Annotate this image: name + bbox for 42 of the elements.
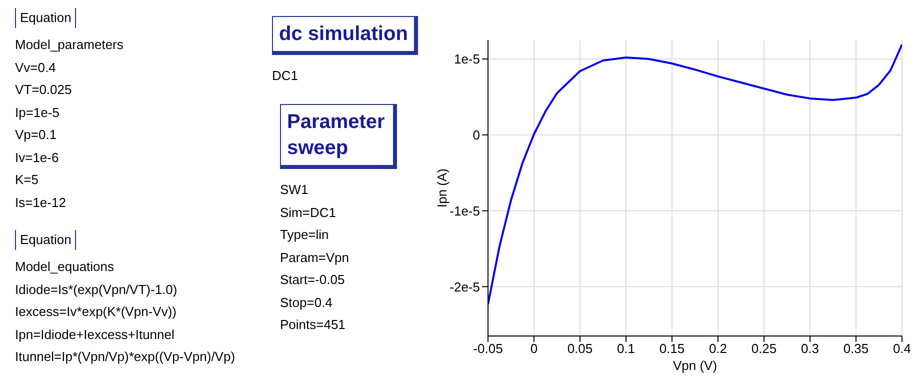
text: Model_parameters — [15, 36, 124, 54]
text: DC1 — [272, 67, 300, 85]
x-tick-label: 0.35 — [843, 341, 869, 356]
text: Iexcess=Iv*exp(K*(Vpn-Vv)) — [15, 303, 178, 321]
x-tick-label: 0.15 — [659, 341, 685, 356]
y-tick-label: 1e-5 — [454, 52, 480, 67]
text: Sim=DC1 — [280, 204, 337, 222]
y-tick-label: -2e-5 — [450, 279, 480, 294]
text: Points=451 — [280, 316, 346, 334]
text: Stop=0.4 — [280, 294, 334, 312]
text: Start=-0.05 — [280, 271, 346, 289]
text: VT=0.025 — [15, 81, 73, 99]
text: Parameter sweep — [280, 104, 397, 169]
text: K=5 — [15, 171, 40, 189]
x-axis-title: Vpn (V) — [672, 358, 718, 373]
text: Model_equations — [15, 258, 116, 276]
text: Ip=1e-5 — [15, 104, 60, 122]
x-tick-label: 0.3 — [800, 341, 820, 356]
y-axis-title: Ipn (A) — [434, 168, 450, 208]
y-tick-label: -1e-5 — [450, 203, 480, 218]
text: Equation — [15, 230, 76, 250]
line-series — [488, 44, 902, 306]
text: Idiode=Is*(exp(Vpn/VT)-1.0) — [15, 280, 178, 299]
text: SW1 — [280, 181, 310, 199]
text: Param=Vpn — [280, 248, 350, 267]
x-tick-label: 0 — [530, 341, 538, 356]
x-tick-label: 0.4 — [892, 341, 912, 356]
x-tick-label: -0.05 — [473, 341, 503, 356]
x-tick-label: 0.1 — [616, 341, 636, 356]
text: Is=1e-12 — [15, 194, 67, 212]
x-tick-label: 0.25 — [751, 341, 777, 356]
y-tick-label: 0 — [472, 127, 480, 142]
text: Iv=1e-6 — [15, 148, 60, 166]
text: Itunnel=Ip*(Vpn/Vp)*exp((Vp-Vpn)/Vp) — [15, 348, 236, 366]
text: Ipn=Idiode+Iexcess+Itunnel — [15, 326, 176, 344]
x-tick-label: 0.2 — [708, 341, 728, 356]
text: Vp=0.1 — [15, 126, 58, 144]
text: dc simulation — [272, 16, 418, 55]
text: Type=lin — [280, 226, 330, 244]
text: Equation — [15, 8, 76, 28]
x-tick-label: 0.05 — [567, 341, 593, 356]
text: Vv=0.4 — [15, 58, 57, 76]
